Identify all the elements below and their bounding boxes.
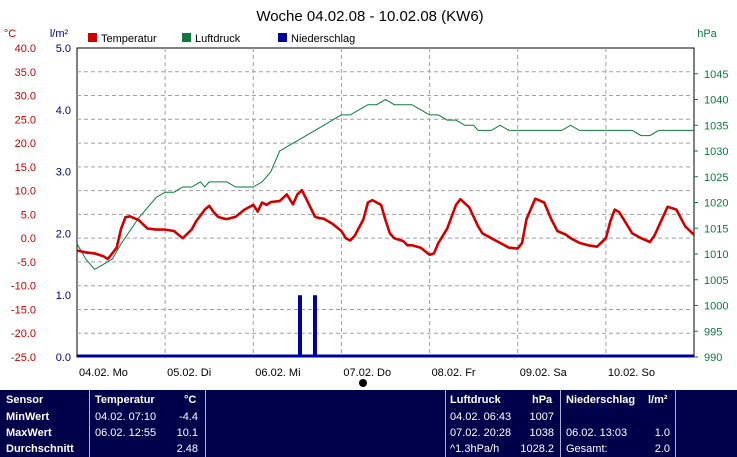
temperature-tick-label: 20.0 <box>15 138 36 150</box>
grid <box>77 48 694 357</box>
pressure-header: Luftdruck <box>450 394 501 406</box>
pressure-min-time: 04.02. 06:43 <box>450 411 512 423</box>
x-tick-label: 08.02. Fr <box>432 367 476 379</box>
temperature-min-time: 04.02. 07:10 <box>95 411 157 423</box>
row-label-avg: Durchschnitt <box>6 443 74 455</box>
rain-unit: l/m² <box>648 394 668 406</box>
pressure-tick-label: 1005 <box>704 275 728 287</box>
temperature-min-value: -4.4 <box>179 411 198 423</box>
pressure-tick-label: 1040 <box>704 95 728 107</box>
x-tick-label: 07.02. Do <box>343 367 391 379</box>
pressure-tick-label: 1030 <box>704 146 728 158</box>
temperature-tick-label: -5.0 <box>17 257 36 269</box>
pressure-avg-value: 1028.2 <box>520 443 554 455</box>
temperature-axis: 40.0 35.0 30.0 25.0 20.0 15.0 10.0 5.0 0.0 -5.0 -1… <box>11 43 36 364</box>
pressure-tick-label: 1000 <box>704 301 728 313</box>
temperature-header: Temperatur <box>95 394 155 406</box>
rain-bar <box>312 295 317 357</box>
rain-tick-label: 0.0 <box>56 352 71 364</box>
rain-max-time: 06.02. 13:03 <box>566 427 628 439</box>
row-label-max: MaxWert <box>6 427 52 439</box>
rain-max-value: 1.0 <box>654 427 670 439</box>
legend-swatch-temperatur <box>88 33 97 42</box>
pressure-tick-label: 1010 <box>704 249 728 261</box>
pressure-tick-label: 1015 <box>704 223 728 235</box>
rain-axis: 5.0 4.0 3.0 2.0 1.0 0.0 <box>56 43 71 364</box>
x-tick-label: 05.02. Di <box>167 367 211 379</box>
x-axis: 04.02. Mo 05.02. Di 06.02. Mi 07.02. Do 08.0… <box>79 367 655 379</box>
x-tick-label: 10.02. So <box>608 367 655 379</box>
x-tick-label: 04.02. Mo <box>79 367 128 379</box>
rain-tick-label: 2.0 <box>56 228 71 240</box>
temperature-unit: °C <box>184 394 197 406</box>
rain-tick-label: 3.0 <box>56 167 71 179</box>
sensor-header: Sensor <box>6 394 44 406</box>
temperature-tick-label: 5.0 <box>21 209 36 221</box>
rain-total-label: Gesamt: <box>566 443 608 455</box>
legend: Temperatur Luftdruck Niederschlag <box>88 33 355 45</box>
pressure-tick-label: 990 <box>704 352 722 364</box>
temperature-line <box>76 188 695 261</box>
pressure-trend: ^1.3hPa/h <box>450 443 500 455</box>
chart-title: Woche 04.02.08 - 10.02.08 (KW6) <box>256 8 483 25</box>
pressure-tick-label: 995 <box>704 326 722 338</box>
rain-tick-label: 5.0 <box>56 43 71 55</box>
pressure-min-value: 1007 <box>529 411 554 423</box>
rain-bar <box>298 295 303 357</box>
weather-chart: Woche 04.02.08 - 10.02.08 (KW6) °C l/m² … <box>4 8 728 387</box>
temperature-tick-label: 30.0 <box>15 91 36 103</box>
temperature-tick-label: -15.0 <box>11 304 36 316</box>
legend-swatch-luftdruck <box>182 33 191 42</box>
temperature-tick-label: 15.0 <box>15 162 36 174</box>
temperature-tick-label: 25.0 <box>15 114 36 126</box>
pressure-tick-label: 1035 <box>704 120 728 132</box>
temperature-tick-label: -10.0 <box>11 281 36 293</box>
statistics-table: Sensor MinWert MaxWert Durchschnitt Temp… <box>0 390 737 457</box>
temperature-tick-label: 40.0 <box>15 43 36 55</box>
temperature-avg-value: 2.48 <box>176 443 198 455</box>
row-label-min: MinWert <box>6 411 50 423</box>
pressure-tick-label: 1020 <box>704 198 728 210</box>
temperature-max-value: 10.1 <box>176 427 198 439</box>
pressure-max-time: 07.02. 20:28 <box>450 427 512 439</box>
pressure-line <box>76 98 694 271</box>
temperature-tick-label: -25.0 <box>11 352 36 364</box>
temperature-tick-label: 10.0 <box>15 186 36 198</box>
temperature-tick-label: 0.0 <box>21 233 36 245</box>
pressure-unit: hPa <box>532 394 553 406</box>
temperature-tick-label: 35.0 <box>15 67 36 79</box>
rain-tick-label: 1.0 <box>56 290 71 302</box>
rain-total-value: 2.0 <box>654 443 670 455</box>
pressure-unit-label: hPa <box>697 28 717 40</box>
rain-tick-label: 4.0 <box>56 105 71 117</box>
rain-header: Niederschlag <box>566 394 636 406</box>
plot-area <box>76 47 695 358</box>
x-tick-label: 09.02. Sa <box>520 367 568 379</box>
rain-bars <box>77 295 694 358</box>
temperature-max-time: 06.02. 12:55 <box>95 427 157 439</box>
legend-label-niederschlag: Niederschlag <box>291 33 355 45</box>
temperature-tick-label: -20.0 <box>11 328 36 340</box>
x-tick-label: 06.02. Mi <box>255 367 300 379</box>
temperature-unit-label: °C <box>4 28 16 40</box>
pressure-tick-label: 1025 <box>704 172 728 184</box>
pressure-max-value: 1038 <box>529 427 554 439</box>
legend-swatch-niederschlag <box>278 33 287 42</box>
now-marker-icon <box>359 379 367 387</box>
pressure-axis: 1045 1040 1035 1030 1025 1020 1015 1010 1005 1000… <box>694 69 728 364</box>
legend-label-temperatur: Temperatur <box>101 33 157 45</box>
pressure-tick-label: 1045 <box>704 69 728 81</box>
rain-unit-label: l/m² <box>50 28 69 40</box>
legend-label-luftdruck: Luftdruck <box>195 33 241 45</box>
